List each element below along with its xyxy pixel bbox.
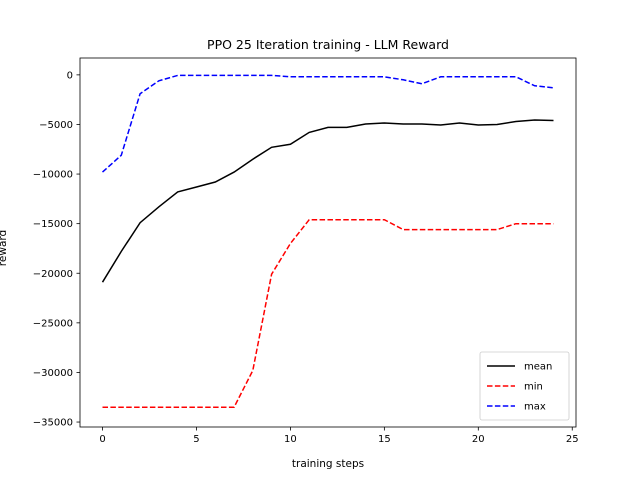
x-tick-label: 20 — [472, 434, 485, 445]
y-tick-label: −5000 — [39, 120, 73, 131]
x-tick-label: 15 — [378, 434, 391, 445]
legend-box — [479, 351, 570, 421]
axes: 0 5 10 15 20 25 0 −5000 −10000 −15000 −20000 −25000… — [33, 57, 579, 445]
x-tick-label: 5 — [193, 434, 199, 445]
y-tick-label: −25000 — [33, 318, 73, 329]
y-tick-label: −15000 — [33, 219, 73, 230]
x-axis-label: training steps — [292, 458, 364, 470]
x-tick-label: 25 — [566, 434, 579, 445]
legend-label-mean: mean — [524, 362, 552, 373]
x-tick-label: 0 — [99, 434, 105, 445]
y-tick-label: −20000 — [33, 269, 73, 280]
legend: mean min max — [479, 351, 570, 421]
y-tick-label: 0 — [67, 70, 73, 81]
y-axis-label: reward — [0, 230, 9, 266]
series-line-min — [102, 218, 554, 408]
legend-label-max: max — [524, 402, 546, 413]
y-tick-label: −30000 — [33, 368, 73, 379]
plot-area — [101, 74, 554, 408]
legend-label-min: min — [524, 382, 543, 393]
y-tick-label: −35000 — [33, 418, 73, 429]
series-line-max — [101, 74, 554, 173]
x-tick-label: 10 — [284, 434, 297, 445]
axes-frame — [79, 57, 577, 428]
chart-title: PPO 25 Iteration training - LLM Reward — [207, 37, 449, 52]
y-tick-label: −10000 — [33, 170, 73, 181]
series-line-mean — [101, 119, 554, 283]
